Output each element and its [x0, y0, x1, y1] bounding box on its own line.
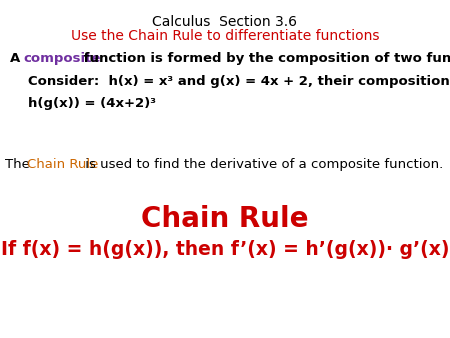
Text: h(g(x)) = (4x+2)³: h(g(x)) = (4x+2)³: [28, 97, 156, 110]
Text: Consider:  h(x) = x³ and g(x) = 4x + 2, their composition is:: Consider: h(x) = x³ and g(x) = 4x + 2, t…: [28, 75, 450, 88]
Text: If f(x) = h(g(x)), then f’(x) = h’(g(x))· g’(x): If f(x) = h(g(x)), then f’(x) = h’(g(x))…: [1, 240, 449, 259]
Text: The: The: [5, 158, 34, 171]
Text: Use the Chain Rule to differentiate functions: Use the Chain Rule to differentiate func…: [71, 29, 379, 43]
Text: function is formed by the composition of two functions.: function is formed by the composition of…: [79, 52, 450, 65]
Text: Calculus  Section 3.6: Calculus Section 3.6: [153, 15, 297, 29]
Text: is used to find the derivative of a composite function.: is used to find the derivative of a comp…: [81, 158, 443, 171]
Text: A: A: [10, 52, 25, 65]
Text: composite: composite: [23, 52, 100, 65]
Text: Chain Rule: Chain Rule: [141, 205, 309, 233]
Text: Chain Rule: Chain Rule: [27, 158, 99, 171]
